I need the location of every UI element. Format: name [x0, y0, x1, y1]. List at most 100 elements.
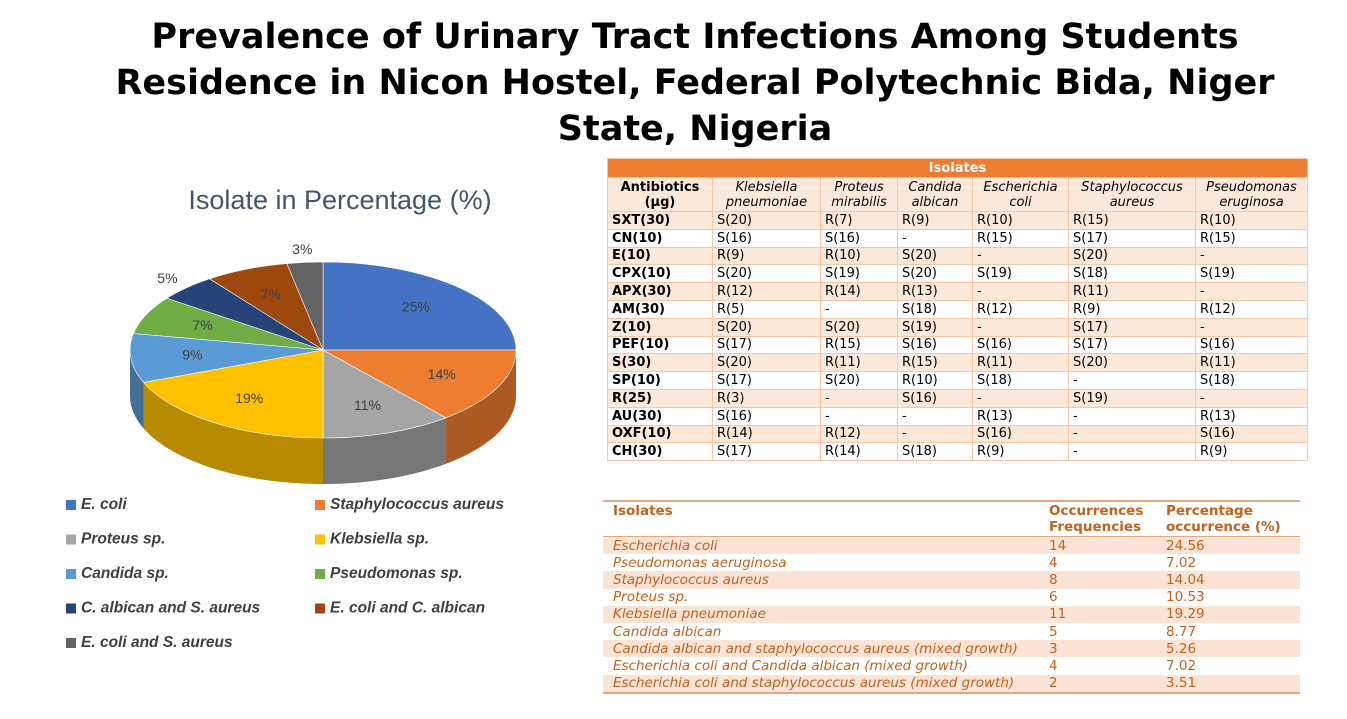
antibiotic-cell: CN(10)	[607, 228, 713, 248]
result-cell: S(19)	[972, 264, 1069, 284]
isolate-cell: Escherichia coli and Candida albican (mi…	[613, 657, 969, 674]
table-row: Klebsiella pneumoniae 11 19.29	[603, 605, 1300, 623]
header-cell: Candida albican	[897, 177, 973, 212]
number-cell: 2	[1039, 674, 1156, 693]
table-row: Escherichia coli and staphylococcus aure…	[603, 674, 1300, 693]
legend-label: Candida sp.	[81, 565, 169, 582]
pie-slice	[322, 261, 517, 351]
header-cell: Proteus mirabilis	[820, 177, 898, 212]
result-cell: R(12)	[712, 282, 821, 301]
result-cell: S(16)	[972, 335, 1069, 355]
header-cell: Antibiotics (µg)	[607, 177, 713, 212]
data-label: 11%	[354, 397, 381, 413]
result-cell: -	[1068, 406, 1196, 426]
pie-slice-side	[143, 382, 323, 484]
result-cell: S(20)	[712, 211, 821, 230]
pie-slice	[322, 349, 447, 439]
header-cell: Isolates	[603, 501, 1039, 537]
table-row: SP(10) S(17) S(20) R(10) S(18) - S(18)	[607, 371, 1309, 390]
table-row: OXF(10) R(14) R(12) - S(16) - S(16)	[607, 424, 1309, 444]
result-cell: R(15)	[820, 335, 898, 355]
antibiotic-cell: R(25)	[607, 388, 713, 408]
result-cell: S(17)	[712, 371, 821, 390]
data-label: 25%	[402, 298, 430, 314]
result-cell: S(20)	[1068, 353, 1196, 373]
result-cell: S(18)	[1194, 371, 1309, 390]
table-row: Escherichia coli 14 24.56	[603, 536, 1300, 555]
result-cell: -	[1194, 388, 1309, 408]
table-row: Pseudomonas aeruginosa 4 7.02	[603, 554, 1300, 571]
table-title: Isolates	[606, 158, 1309, 178]
legend-swatch	[66, 500, 76, 510]
number-cell: 14	[1039, 536, 1156, 555]
result-cell: -	[1194, 282, 1309, 301]
result-cell: S(20)	[820, 371, 898, 390]
result-cell: R(7)	[820, 211, 898, 230]
table-row: PEF(10) S(17) R(15) S(16) S(16) S(17) S(16)	[607, 335, 1309, 355]
legend-swatch	[66, 534, 76, 545]
antibiotic-cell: Z(10)	[607, 317, 713, 337]
result-cell: S(19)	[897, 317, 973, 337]
isolate-cell: Escherichia coli and staphylococcus aure…	[603, 674, 1039, 693]
pie-slice	[129, 333, 324, 383]
legend-label: Klebsiella sp.	[330, 531, 429, 548]
result-cell: R(15)	[1194, 228, 1309, 248]
table-row: SXT(30) S(20) R(7) R(9) R(10) R(15) R(10)	[607, 211, 1309, 230]
table-body: Isolates Antibiotics (µg) Klebsiella pneum…	[606, 158, 1309, 462]
pie-slice	[286, 261, 324, 351]
data-label: 9%	[182, 346, 202, 362]
result-cell: S(16)	[897, 335, 973, 355]
table-row: Staphylococcus aureus 8 14.04	[603, 571, 1300, 589]
data-label: 3%	[292, 241, 312, 257]
antibiotic-cell: PEF(10)	[607, 335, 713, 355]
result-cell: -	[972, 317, 1069, 337]
result-cell: R(14)	[820, 282, 898, 301]
result-cell: R(13)	[1194, 406, 1309, 426]
legend-swatch	[66, 638, 76, 648]
number-cell: 7.02	[1166, 554, 1197, 571]
isolate-cell: Klebsiella pneumoniae	[603, 605, 1039, 623]
result-cell: R(15)	[1068, 211, 1196, 230]
result-cell: S(20)	[820, 317, 898, 337]
result-cell: -	[897, 406, 973, 426]
table-row: CN(10) S(16) S(16) - R(15) S(17) R(15)	[607, 228, 1309, 248]
result-cell: S(20)	[897, 246, 973, 266]
result-cell: -	[972, 282, 1069, 301]
result-cell: R(11)	[820, 353, 898, 373]
result-cell: R(15)	[972, 228, 1069, 248]
table-row: S(30) S(20) R(11) R(15) R(11) S(20) R(11)	[607, 353, 1309, 373]
result-cell: R(11)	[972, 353, 1069, 373]
result-cell: -	[1068, 371, 1196, 390]
result-cell: S(17)	[1068, 317, 1196, 337]
result-cell: S(20)	[712, 264, 821, 284]
result-cell: -	[897, 424, 973, 444]
legend-label: E. coli and S. aureus	[81, 634, 233, 651]
pie-chart: Isolate in Percentage (%) 25% 14% 11% 19% 9%…	[66, 185, 517, 651]
number-cell: 6	[1049, 589, 1058, 606]
legend-swatch	[66, 569, 76, 579]
header-row: Isolates Occurrences Frequencies Percentag…	[603, 501, 1300, 537]
result-cell: S(18)	[897, 299, 973, 319]
result-cell: R(12)	[820, 424, 898, 444]
result-cell: S(20)	[712, 353, 821, 373]
antibiotic-cell: E(10)	[607, 246, 713, 266]
legend-label: Staphylococcus aureus	[330, 496, 504, 513]
result-cell: R(10)	[820, 246, 898, 266]
isolate-cell: Escherichia coli	[603, 536, 1039, 555]
antibiotic-cell: SXT(30)	[607, 211, 713, 230]
result-cell: S(16)	[820, 228, 898, 248]
data-label: 7%	[192, 317, 212, 333]
table-row: APX(30) R(12) R(14) R(13) - R(11) -	[607, 282, 1309, 301]
result-cell: R(9)	[1194, 442, 1309, 462]
pie-slice	[142, 349, 324, 439]
result-cell: R(9)	[897, 211, 973, 230]
isolate-cell: Candida albican	[613, 623, 722, 640]
result-cell: S(19)	[1068, 388, 1196, 408]
isolate-cell: Proteus sp.	[613, 589, 689, 606]
number-cell: 3.51	[1156, 674, 1300, 693]
antibiotic-cell: AU(30)	[607, 406, 713, 426]
table-row: E(10) R(9) R(10) S(20) - S(20) -	[607, 246, 1309, 266]
legend-label: C. albican and S. aureus	[81, 600, 261, 617]
slide-title: Prevalence of Urinary Tract Infections A…	[115, 17, 1275, 149]
header-cell: Percentage occurrence (%)	[1156, 501, 1300, 537]
